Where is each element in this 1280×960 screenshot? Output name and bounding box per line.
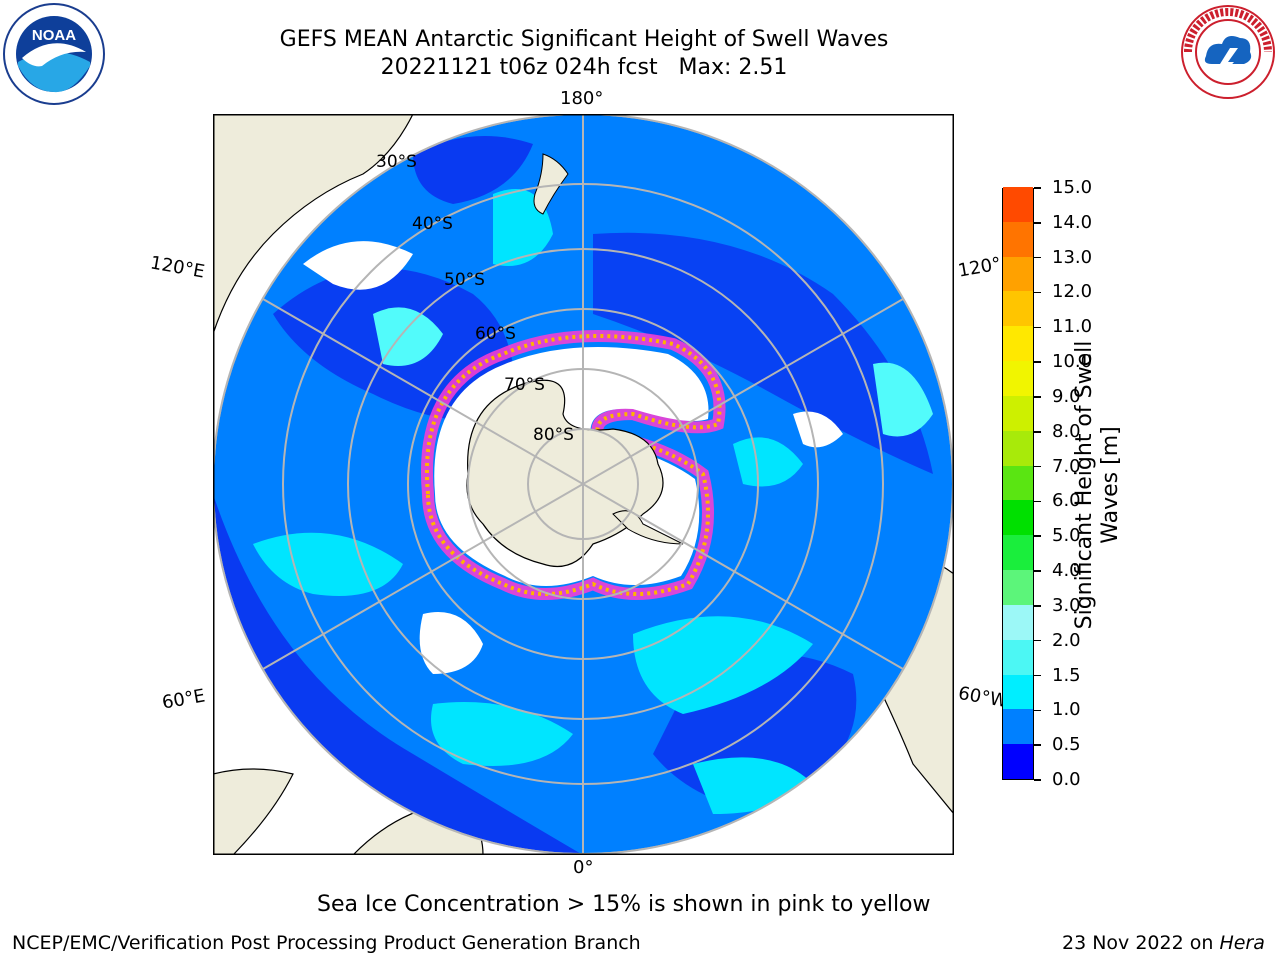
colorbar-tick-label: 11.0 — [1052, 316, 1093, 338]
colorbar-tick — [1034, 326, 1041, 329]
colorbar-tick-label: 13.0 — [1052, 246, 1093, 268]
footer-host: Hera — [1219, 932, 1265, 954]
noaa-logo: NOAA — [2, 2, 106, 106]
colorbar-tick — [1034, 222, 1041, 224]
map-panel — [212, 113, 954, 855]
land-australia — [213, 114, 414, 335]
colorbar-tick — [1034, 535, 1041, 537]
colorbar-segment — [1003, 395, 1033, 431]
colorbar-tick — [1034, 674, 1041, 677]
colorbar-tick — [1034, 500, 1041, 503]
antarctic-map — [212, 113, 954, 855]
colorbar-segment — [1003, 708, 1033, 745]
colorbar-tick-label: 0.5 — [1052, 734, 1081, 756]
colorbar-tick-label: 14.0 — [1052, 211, 1093, 233]
colorbar-tick-label: 12.0 — [1052, 281, 1093, 303]
colorbar-tick — [1034, 570, 1041, 572]
lon-label-60e: 60°E — [160, 685, 207, 714]
colorbar-segment — [1003, 465, 1033, 501]
colorbar-tick-label: 3.0 — [1052, 594, 1081, 616]
colorbar-tick-label: 1.0 — [1052, 699, 1081, 721]
lat-label-80s: 80°S — [533, 425, 574, 445]
colorbar-segment — [1003, 639, 1033, 675]
colorbar-tick-label: 8.0 — [1052, 420, 1081, 442]
colorbar-tick — [1034, 361, 1041, 363]
lon-label-120e: 120°E — [148, 252, 207, 283]
colorbar-tick — [1034, 709, 1041, 712]
colorbar-segment — [1003, 534, 1033, 571]
colorbar-segment — [1003, 256, 1033, 292]
colorbar-tick-label: 5.0 — [1052, 525, 1081, 547]
colorbar-segment — [1003, 430, 1033, 466]
colorbar-tick-label: 1.5 — [1052, 664, 1081, 686]
colorbar-tick-label: 10.0 — [1052, 351, 1093, 373]
colorbar-tick — [1034, 779, 1041, 781]
colorbar-segment — [1003, 221, 1033, 257]
colorbar-tick-label: 4.0 — [1052, 560, 1081, 582]
colorbar-tick-label: 7.0 — [1052, 455, 1081, 477]
lat-label-30s: 30°S — [376, 152, 417, 172]
noaa-logo-text: NOAA — [32, 27, 76, 44]
lon-label-120w: 120° — [956, 253, 1003, 282]
land-new-zealand — [533, 153, 569, 215]
colorbar-segment — [1003, 569, 1033, 605]
colorbar-tick-label: 6.0 — [1052, 490, 1081, 512]
nws-logo — [1180, 4, 1276, 100]
sea-ice-caption: Sea Ice Concentration > 15% is shown in … — [317, 892, 931, 917]
colorbar-tick — [1034, 291, 1041, 294]
colorbar-tick-label: 2.0 — [1052, 629, 1081, 651]
colorbar — [1002, 186, 1034, 780]
lat-label-50s: 50°S — [444, 270, 485, 290]
colorbar-segment — [1003, 325, 1033, 362]
colorbar-segment — [1003, 499, 1033, 536]
lat-label-40s: 40°S — [412, 214, 453, 234]
colorbar-title: Significant Height of Swell Waves [m] — [1072, 340, 1123, 630]
lon-label-180: 180° — [560, 88, 604, 109]
colorbar-tick — [1034, 256, 1041, 259]
colorbar-tick — [1034, 396, 1041, 398]
colorbar-tick-label: 9.0 — [1052, 385, 1081, 407]
colorbar-segment — [1003, 743, 1033, 779]
colorbar-tick — [1034, 639, 1041, 642]
land-madagascar — [213, 768, 294, 855]
lon-label-0: 0° — [573, 857, 594, 878]
footer-date-text: 23 Nov 2022 on — [1062, 932, 1220, 954]
colorbar-segment — [1003, 290, 1033, 327]
colorbar-tick — [1034, 431, 1041, 433]
chart-title: GEFS MEAN Antarctic Significant Height o… — [279, 27, 889, 52]
lat-label-70s: 70°S — [504, 375, 545, 395]
chart-subtitle: 20221121 t06z 024h fcst Max: 2.51 — [380, 55, 788, 80]
colorbar-segment — [1003, 604, 1033, 640]
lat-label-60s: 60°S — [475, 324, 516, 344]
footer-credit: NCEP/EMC/Verification Post Processing Pr… — [12, 932, 641, 954]
colorbar-tick-label: 0.0 — [1052, 769, 1081, 790]
colorbar-segment — [1003, 360, 1033, 396]
colorbar-tick — [1034, 187, 1041, 189]
colorbar-tick — [1034, 465, 1041, 468]
colorbar-tick — [1034, 744, 1041, 746]
colorbar-segment — [1003, 186, 1033, 222]
colorbar-segment — [1003, 674, 1033, 710]
colorbar-tick-label: 15.0 — [1052, 177, 1093, 198]
footer-date: 23 Nov 2022 on Hera — [1062, 932, 1265, 954]
colorbar-tick — [1034, 605, 1041, 607]
